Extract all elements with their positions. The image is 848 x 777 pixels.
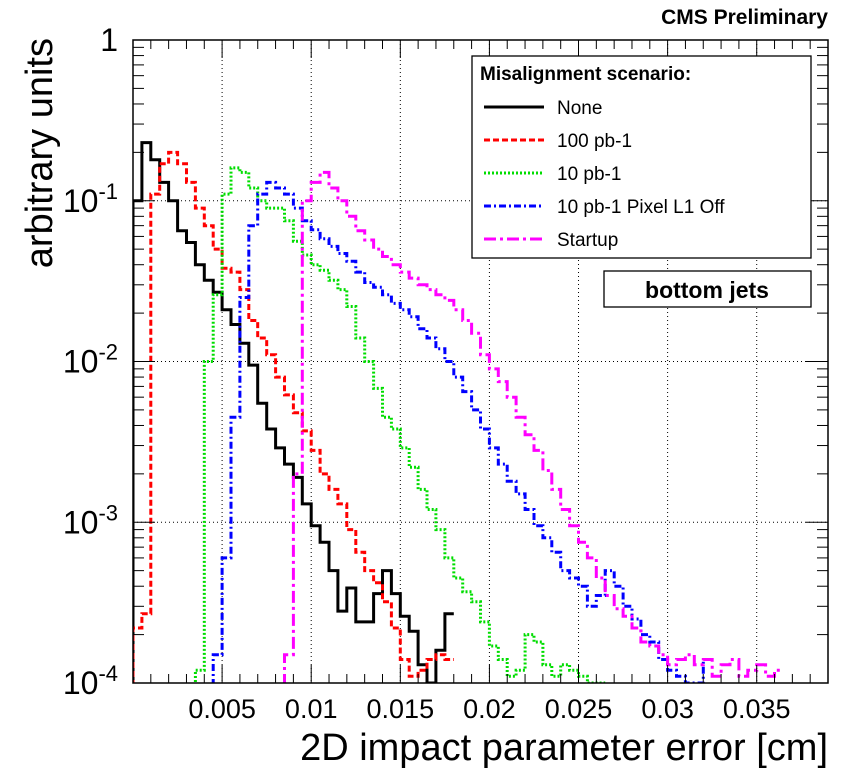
legend-box [471, 55, 812, 259]
x-tick-label: 0.01 [285, 694, 338, 724]
x-tick-label: 0.02 [463, 694, 516, 724]
annotation: bottom jets [603, 270, 812, 308]
x-tick-label: 0.005 [188, 694, 256, 724]
legend-header: Misalignment scenario: [480, 64, 691, 85]
y-tick-label: 10-4 [63, 661, 118, 701]
y-axis-label: arbitrary units [19, 38, 61, 268]
series-line-1 [133, 150, 454, 683]
legend-label: 10 pb-1 Pixel L1 Off [557, 197, 725, 218]
legend-label: Startup [557, 230, 618, 251]
x-axis-label: 2D impact parameter error [cm] [300, 727, 828, 769]
series-line-0 [133, 141, 454, 683]
y-tick-label: 10-2 [63, 340, 118, 380]
y-tick-label: 10-3 [63, 500, 118, 540]
annotation-text: bottom jets [645, 277, 769, 303]
legend-label: None [557, 98, 602, 119]
series-line-3 [211, 180, 713, 683]
legend-label: 100 pb-1 [557, 131, 632, 152]
x-tick-label: 0.015 [367, 694, 435, 724]
y-tick-label: 1 [100, 22, 118, 58]
legend: Misalignment scenario: None 100 pb-1 10 pb… [471, 55, 812, 259]
y-tick-label: 10-1 [63, 179, 118, 219]
x-tick-label: 0.025 [545, 694, 613, 724]
y-axis: 1 10-1 10-2 10-3 10-4 [63, 22, 828, 701]
x-tick-label: 0.03 [641, 694, 694, 724]
chart-title: CMS Preliminary [661, 6, 828, 29]
x-axis: 0.005 0.01 0.015 0.02 0.025 0.03 0.035 [150, 40, 811, 724]
series-layer [133, 141, 784, 683]
legend-label: 10 pb-1 [557, 164, 621, 185]
annotation-box [603, 270, 812, 308]
x-tick-label: 0.035 [723, 694, 791, 724]
